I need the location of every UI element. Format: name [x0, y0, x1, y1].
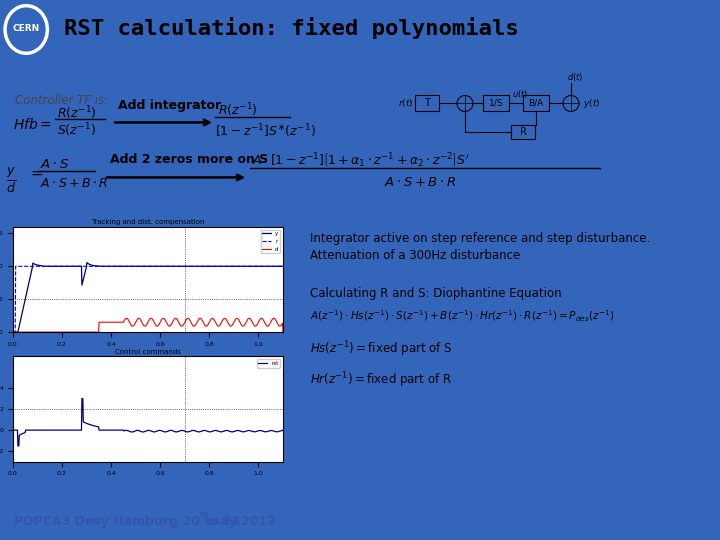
rst — [168, 428, 177, 434]
y — [189, 263, 198, 269]
Line: r: r — [13, 266, 283, 332]
y — [9, 329, 17, 335]
Text: $y(t)$: $y(t)$ — [583, 97, 600, 110]
d — [131, 320, 140, 327]
Text: $Hfb =$: $Hfb =$ — [13, 117, 52, 132]
Text: Controller TF is:: Controller TF is: — [15, 94, 108, 107]
d — [56, 329, 65, 335]
rst — [14, 443, 22, 449]
y — [78, 280, 86, 287]
Text: $R(z^{-1})$: $R(z^{-1})$ — [57, 105, 96, 122]
Text: 1/S: 1/S — [489, 99, 503, 108]
Legend: y, r, d: y, r, d — [261, 230, 280, 253]
y — [212, 263, 221, 269]
Text: rd: rd — [199, 510, 210, 519]
r — [212, 263, 221, 269]
Title: Tracking and dist. compensation: Tracking and dist. compensation — [91, 219, 204, 225]
Text: $Hr(z^{-1})=\mathrm{fixed\ part\ of\ R}$: $Hr(z^{-1})=\mathrm{fixed\ part\ of\ R}$ — [310, 370, 452, 390]
Text: $S(z^{-1})$: $S(z^{-1})$ — [57, 122, 96, 139]
r — [78, 263, 87, 269]
y — [131, 263, 140, 269]
Text: $A \cdot S + B \cdot R$: $A \cdot S + B \cdot R$ — [40, 177, 108, 190]
Line: rst: rst — [13, 399, 283, 446]
Text: $\frac{y}{d}$: $\frac{y}{d}$ — [6, 166, 17, 195]
Text: Integrator active on step reference and step disturbance.: Integrator active on step reference and … — [310, 232, 650, 245]
Bar — [483, 96, 509, 111]
rst — [57, 427, 66, 433]
rst — [78, 395, 86, 402]
rst — [279, 427, 287, 433]
d — [184, 315, 192, 321]
Text: $A \cdot S$: $A \cdot S$ — [40, 158, 69, 171]
d — [212, 321, 221, 328]
rst — [9, 427, 17, 433]
Bar — [415, 96, 439, 111]
d — [189, 323, 198, 329]
rst — [213, 428, 222, 434]
Text: may 2012: may 2012 — [203, 515, 276, 528]
Text: $R(z^{-1})$: $R(z^{-1})$ — [218, 102, 258, 119]
y — [56, 263, 65, 269]
Text: R: R — [520, 127, 526, 138]
Text: T: T — [424, 98, 430, 109]
d — [78, 329, 86, 335]
d — [168, 320, 176, 326]
r — [168, 263, 177, 269]
d — [9, 329, 17, 335]
y — [279, 263, 287, 269]
rst — [132, 427, 140, 434]
r — [189, 263, 198, 269]
Text: $A \cdot \left[1-z^{-1}\right]\left[1+\alpha_1 \cdot z^{-1}+\alpha_2 \cdot z^{-2: $A \cdot \left[1-z^{-1}\right]\left[1+\a… — [252, 151, 469, 170]
Text: Add 2 zeros more on S: Add 2 zeros more on S — [110, 153, 269, 166]
Text: $A \cdot S + B \cdot R$: $A \cdot S + B \cdot R$ — [384, 176, 456, 189]
d — [279, 329, 287, 335]
rst — [79, 418, 88, 425]
Text: RST calculation: fixed polynomials: RST calculation: fixed polynomials — [64, 17, 518, 39]
Text: B/A: B/A — [528, 99, 544, 108]
Line: d: d — [13, 318, 283, 332]
Text: $Hs(z^{-1})=\mathrm{fixed\ part\ of\ S}$: $Hs(z^{-1})=\mathrm{fixed\ part\ of\ S}$ — [310, 339, 452, 359]
Text: $d(t)$: $d(t)$ — [567, 71, 583, 84]
Text: $\left[1-z^{-1}\right]S^{\ast}(z^{-1})$: $\left[1-z^{-1}\right]S^{\ast}(z^{-1})$ — [215, 123, 316, 140]
Legend: rst: rst — [257, 359, 280, 368]
rst — [190, 427, 199, 434]
Bar — [511, 125, 535, 139]
Text: CERN: CERN — [12, 24, 40, 33]
Text: $r(t)$: $r(t)$ — [397, 98, 413, 110]
y — [168, 263, 177, 269]
Bar — [523, 96, 549, 111]
r — [57, 263, 66, 269]
r — [9, 329, 17, 335]
r — [131, 263, 140, 269]
Line: y: y — [13, 262, 283, 332]
r — [12, 263, 20, 269]
Text: Attenuation of a 300Hz disturbance: Attenuation of a 300Hz disturbance — [310, 249, 521, 262]
Text: POPCA3 Desy Hamburg 20 to 23: POPCA3 Desy Hamburg 20 to 23 — [14, 515, 240, 528]
Text: $=$: $=$ — [28, 165, 44, 180]
Title: Control commands: Control commands — [115, 349, 181, 355]
Text: Calculating R and S: Diophantine Equation: Calculating R and S: Diophantine Equatio… — [310, 287, 562, 300]
Text: Add integrator: Add integrator — [118, 99, 221, 112]
Text: $A(z^{-1})\cdot Hs(z^{-1})\cdot S(z^{-1})+B(z^{-1})\cdot Hr(z^{-1})\cdot R(z^{-1: $A(z^{-1})\cdot Hs(z^{-1})\cdot S(z^{-1}… — [310, 308, 614, 324]
r — [279, 263, 287, 269]
y — [83, 259, 91, 266]
Text: $u(t)$: $u(t)$ — [512, 89, 528, 100]
